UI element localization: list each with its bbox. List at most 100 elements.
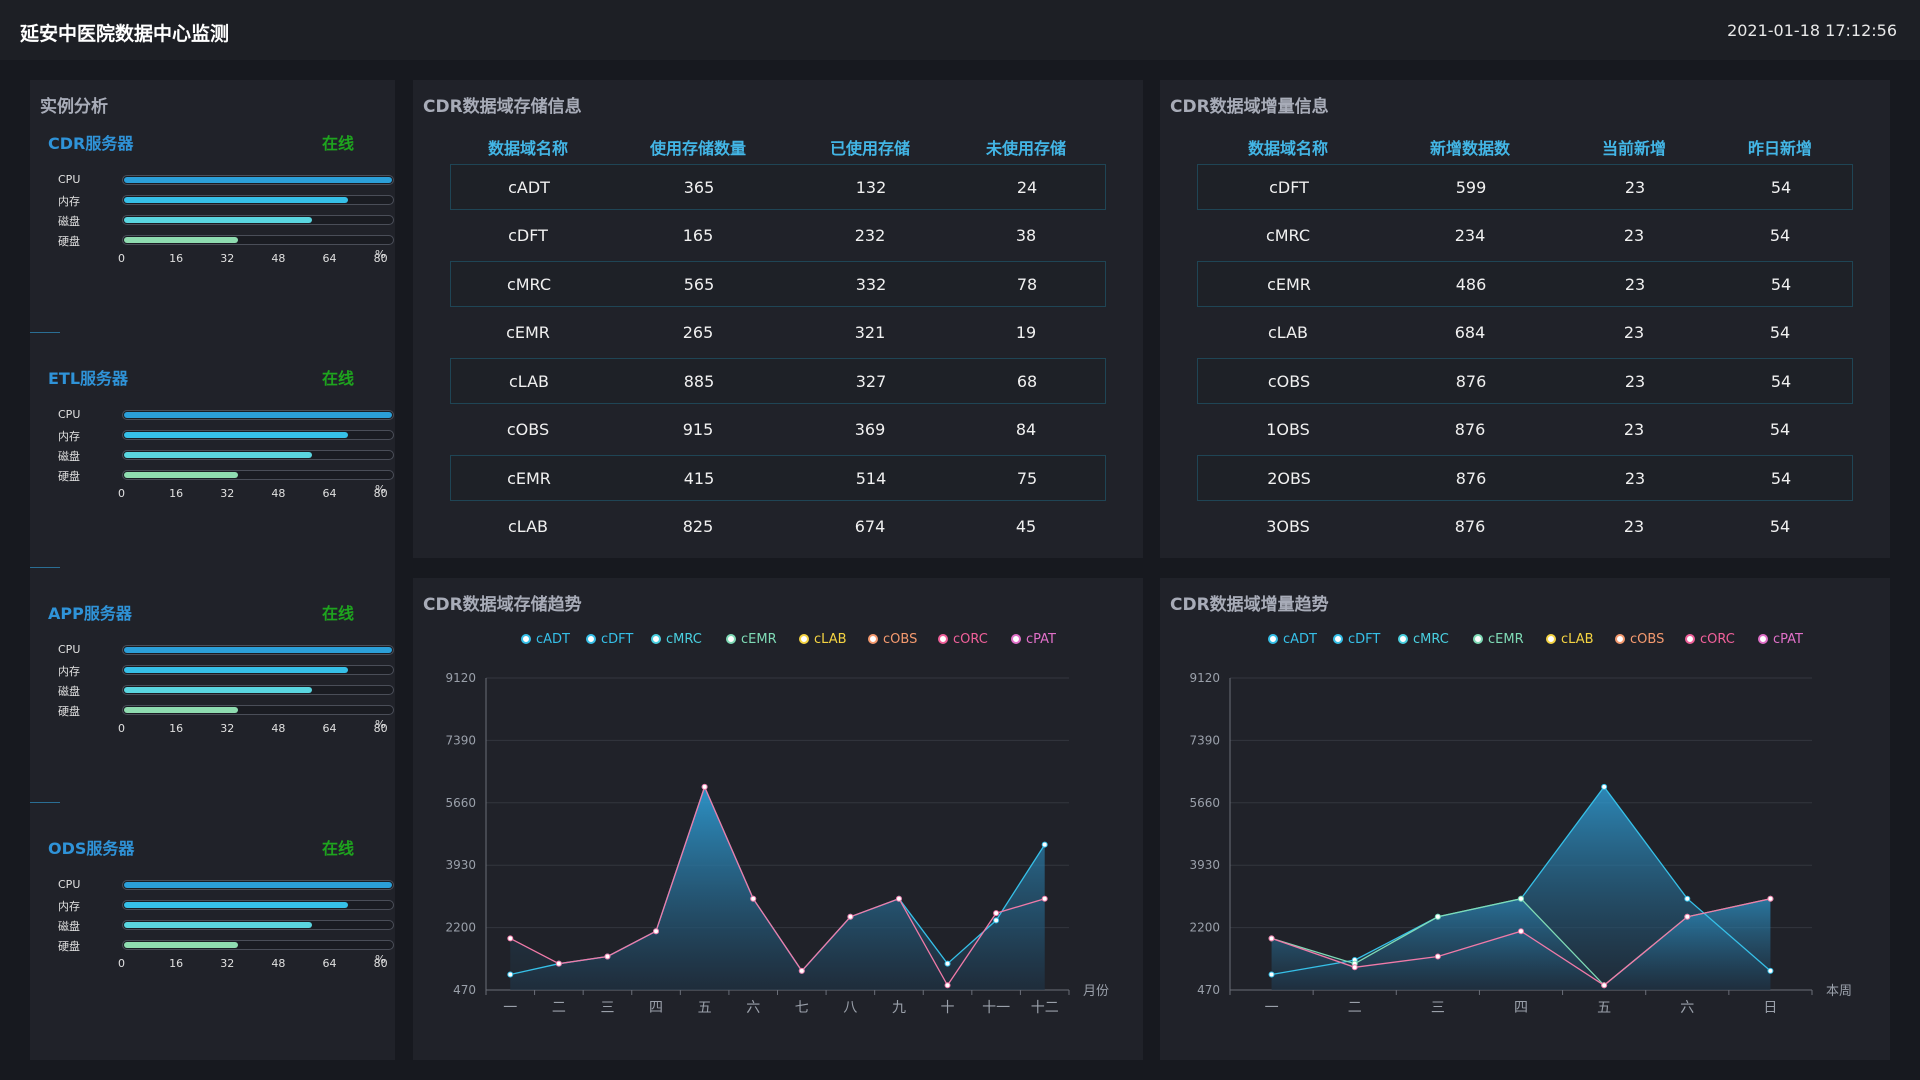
table-cell: 674 bbox=[854, 516, 886, 536]
x-tick-label: 十二 bbox=[1031, 1000, 1059, 1016]
y-tick-label: 7390 bbox=[445, 733, 476, 747]
metric-row: 磁盘 bbox=[58, 213, 398, 228]
legend-item[interactable]: cPAT bbox=[1758, 632, 1803, 647]
table-cell: 265 bbox=[682, 322, 714, 342]
data-point[interactable] bbox=[653, 928, 660, 935]
legend-item[interactable]: cADT bbox=[1268, 632, 1317, 647]
legend-item[interactable]: cMRC bbox=[651, 632, 702, 647]
metric-label: CPU bbox=[58, 173, 81, 186]
metric-bar-fill bbox=[124, 197, 348, 203]
table-row[interactable]: cLAB 684 23 54 bbox=[1197, 310, 1853, 356]
data-point[interactable] bbox=[944, 960, 951, 967]
data-point[interactable] bbox=[1434, 913, 1441, 920]
y-tick-label: 5660 bbox=[445, 796, 476, 810]
table-row[interactable]: cMRC 565 332 78 bbox=[450, 261, 1106, 307]
legend-item[interactable]: cORC bbox=[938, 632, 988, 647]
table-row[interactable]: 2OBS 876 23 54 bbox=[1197, 455, 1853, 501]
axis-tick-label: 48 bbox=[271, 487, 286, 500]
legend-label: cDFT bbox=[601, 632, 634, 647]
legend-marker-icon bbox=[868, 634, 878, 644]
table-cell: 54 bbox=[1770, 372, 1792, 391]
data-point[interactable] bbox=[1684, 913, 1691, 920]
table-row[interactable]: cDFT 165 232 38 bbox=[450, 213, 1106, 259]
data-point[interactable] bbox=[1601, 783, 1608, 790]
data-point[interactable] bbox=[798, 967, 805, 974]
data-point[interactable] bbox=[750, 895, 757, 902]
legend-item[interactable]: cOBS bbox=[1615, 632, 1664, 647]
data-point[interactable] bbox=[507, 935, 514, 942]
data-point[interactable] bbox=[555, 960, 562, 967]
data-point[interactable] bbox=[1434, 953, 1441, 960]
table-cell: 78 bbox=[1016, 275, 1038, 294]
legend-item[interactable]: cLAB bbox=[799, 632, 847, 647]
table-row[interactable]: cEMR 486 23 54 bbox=[1197, 261, 1853, 307]
legend-item[interactable]: cADT bbox=[521, 632, 570, 647]
legend-marker-icon bbox=[1011, 634, 1021, 644]
data-point[interactable] bbox=[993, 917, 1000, 924]
metric-label: 磁盘 bbox=[58, 450, 80, 463]
legend-item[interactable]: cDFT bbox=[586, 632, 633, 647]
metric-label: CPU bbox=[58, 408, 81, 421]
data-point[interactable] bbox=[1268, 971, 1275, 978]
table-row[interactable]: cEMR 415 514 75 bbox=[450, 455, 1106, 501]
data-point[interactable] bbox=[944, 982, 951, 989]
table-column-header: 当前新增 bbox=[1601, 139, 1667, 158]
server-status: 在线 bbox=[322, 839, 355, 858]
metric-bar-track bbox=[122, 215, 394, 225]
table-row[interactable]: cEMR 265 321 19 bbox=[450, 310, 1106, 356]
table-cell: 54 bbox=[1769, 225, 1791, 245]
data-point[interactable] bbox=[993, 910, 1000, 917]
y-tick-label: 7390 bbox=[1189, 733, 1220, 747]
data-point[interactable] bbox=[1041, 895, 1048, 902]
table-row[interactable]: cMRC 234 23 54 bbox=[1197, 213, 1853, 259]
table-row[interactable]: cOBS 915 369 84 bbox=[450, 407, 1106, 453]
legend-item[interactable]: cEMR bbox=[726, 632, 777, 647]
metric-row: 硬盘 bbox=[58, 703, 398, 718]
legend-item[interactable]: cEMR bbox=[1473, 632, 1524, 647]
table-row[interactable]: cDFT 599 23 54 bbox=[1197, 164, 1853, 210]
metric-label: 磁盘 bbox=[58, 685, 80, 698]
table-row[interactable]: 3OBS 876 23 54 bbox=[1197, 504, 1853, 550]
data-point[interactable] bbox=[1767, 895, 1774, 902]
instance-analysis-panel: 实例分析 CDR服务器 在线 CPU 内存 磁盘 硬盘 0 16 32 48 64 80% ETL服务器… bbox=[30, 80, 395, 1060]
data-point[interactable] bbox=[1518, 928, 1524, 935]
legend-item[interactable]: cLAB bbox=[1546, 632, 1594, 647]
axis-tick-label: 80 bbox=[373, 487, 388, 500]
data-point[interactable] bbox=[507, 971, 514, 978]
data-point[interactable] bbox=[1268, 935, 1275, 942]
data-point[interactable] bbox=[1684, 895, 1691, 902]
x-tick-label: 七 bbox=[795, 1000, 809, 1016]
legend-item[interactable]: cORC bbox=[1685, 632, 1735, 647]
data-point[interactable] bbox=[895, 895, 902, 902]
legend-item[interactable]: cPAT bbox=[1011, 632, 1056, 647]
legend-item[interactable]: cDFT bbox=[1333, 632, 1380, 647]
legend-marker-icon bbox=[1268, 634, 1278, 644]
metric-row: 磁盘 bbox=[58, 683, 398, 698]
data-point[interactable] bbox=[604, 953, 611, 960]
data-point[interactable] bbox=[1601, 982, 1608, 989]
axis-tick-label: 64 bbox=[322, 487, 337, 500]
metric-bar-fill bbox=[124, 217, 312, 223]
table-cell: cEMR bbox=[506, 322, 550, 342]
table-cell: cOBS bbox=[506, 419, 550, 439]
table-row[interactable]: cLAB 825 674 45 bbox=[450, 504, 1106, 550]
table-row[interactable]: 1OBS 876 23 54 bbox=[1197, 407, 1853, 453]
legend-item[interactable]: cOBS bbox=[868, 632, 917, 647]
data-point[interactable] bbox=[1518, 895, 1524, 902]
table-cell: 23 bbox=[1623, 516, 1645, 536]
table-row[interactable]: cLAB 885 327 68 bbox=[450, 358, 1106, 404]
metric-bar-fill bbox=[124, 177, 392, 183]
data-point[interactable] bbox=[847, 913, 854, 920]
data-point[interactable] bbox=[701, 783, 708, 790]
legend-item[interactable]: cMRC bbox=[1398, 632, 1449, 647]
data-point[interactable] bbox=[1041, 841, 1048, 848]
table-row[interactable]: cOBS 876 23 54 bbox=[1197, 358, 1853, 404]
increment-trend-title: CDR数据域增量趋势 bbox=[1170, 595, 1329, 615]
y-tick-label: 3930 bbox=[1189, 858, 1220, 872]
metric-bar-fill bbox=[124, 707, 238, 713]
table-cell: cADT bbox=[508, 178, 550, 197]
data-point[interactable] bbox=[1767, 967, 1774, 974]
metric-row: 硬盘 bbox=[58, 233, 398, 248]
data-point[interactable] bbox=[1351, 964, 1358, 971]
table-row[interactable]: cADT 365 132 24 bbox=[450, 164, 1106, 210]
